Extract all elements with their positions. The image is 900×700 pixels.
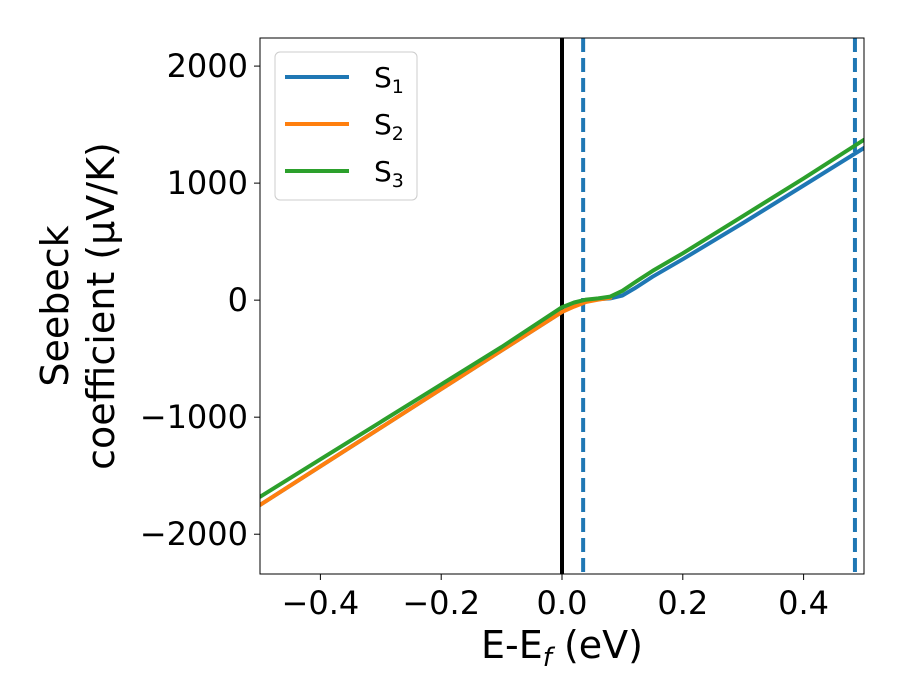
y-axis-label-line1: Seebeck <box>33 225 77 386</box>
y-axis-ticks: −2000 −1000 0 1000 2000 <box>140 47 260 553</box>
y-tick-label: 2000 <box>167 47 248 85</box>
x-axis-label: E-Ef (eV) <box>481 623 643 673</box>
legend-item-s1: S1 <box>285 61 404 98</box>
legend-label: S1 <box>374 61 404 98</box>
legend-item-s2: S2 <box>285 108 404 145</box>
x-tick-label: 0.2 <box>657 584 708 622</box>
x-tick-label: −0.2 <box>402 584 480 622</box>
legend: S1 S2 S3 <box>274 51 418 201</box>
y-tick-label: −2000 <box>140 515 248 553</box>
legend-item-s3: S3 <box>285 155 404 192</box>
y-tick-label: −1000 <box>140 398 248 436</box>
y-axis-label: Seebeck coefficient (μV/K) <box>33 142 123 470</box>
reference-lines <box>560 38 857 574</box>
y-tick-label: 1000 <box>167 164 248 202</box>
x-tick-label: 0.0 <box>537 584 588 622</box>
x-tick-label: 0.4 <box>778 584 829 622</box>
y-axis-label-line2: coefficient (μV/K) <box>79 142 123 470</box>
legend-label: S2 <box>374 108 404 145</box>
series-line-s2 <box>260 295 613 507</box>
y-tick-label: 0 <box>228 281 248 319</box>
series-line-s3 <box>260 137 864 499</box>
x-tick-label: −0.4 <box>282 584 360 622</box>
legend-label: S3 <box>374 155 404 192</box>
x-axis-ticks: −0.4 −0.2 0.0 0.2 0.4 <box>282 574 829 622</box>
series-lines <box>260 137 864 507</box>
